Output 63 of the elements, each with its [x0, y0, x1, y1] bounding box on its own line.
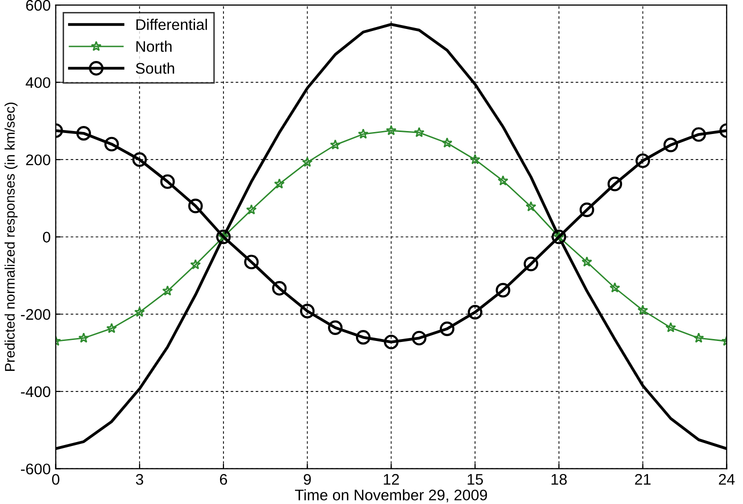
point [384, 334, 398, 350]
y-tick-label: 200 [26, 154, 50, 166]
y-tick-label: -600 [20, 464, 50, 474]
legend-label: North [136, 40, 172, 52]
x-tick-label: 0 [52, 474, 60, 485]
x-tick-label: 21 [635, 474, 651, 485]
point [358, 128, 369, 139]
point [106, 322, 117, 334]
point [524, 256, 538, 272]
point [496, 282, 510, 298]
point [330, 139, 341, 150]
point [412, 330, 426, 346]
y-tick-label: 0 [42, 232, 50, 243]
point [78, 332, 89, 343]
point [468, 304, 482, 320]
point [132, 152, 147, 167]
legend-label: Differential [136, 18, 207, 30]
y-tick-label: 600 [26, 0, 50, 11]
point [693, 332, 704, 343]
x-tick-label: 24 [718, 474, 735, 485]
point [246, 204, 257, 214]
point [244, 254, 259, 270]
point [160, 174, 175, 189]
point [190, 259, 201, 270]
point [300, 304, 315, 318]
point [637, 304, 648, 315]
x-tick-label: 9 [304, 474, 311, 485]
point [440, 322, 454, 336]
point [104, 136, 119, 152]
x-tick-label: 6 [220, 474, 228, 485]
point [134, 306, 145, 317]
x-tick-label: 15 [468, 474, 483, 485]
point [328, 320, 343, 335]
point [386, 125, 397, 136]
x-tick-label: 12 [384, 474, 399, 485]
point [610, 282, 620, 293]
point [162, 285, 173, 296]
x-tick-label: 3 [136, 474, 144, 485]
point [663, 138, 678, 152]
point [356, 330, 371, 345]
point [608, 176, 622, 192]
legend-label: South [136, 62, 174, 74]
point [272, 280, 287, 296]
point [691, 127, 706, 142]
point [76, 126, 91, 141]
point [580, 202, 594, 218]
point [274, 178, 285, 189]
x-axis-title: Time on November 29, 2009 [295, 489, 487, 502]
point [498, 175, 508, 186]
y-tick-label: 400 [26, 77, 50, 88]
point [526, 201, 536, 212]
y-axis-title: Predicted normalized responses (in km/sec) [4, 102, 18, 371]
point [442, 137, 452, 148]
point [414, 126, 424, 138]
point [635, 153, 650, 168]
point [188, 198, 203, 214]
point [302, 156, 313, 167]
point [470, 154, 480, 164]
point [582, 256, 592, 267]
y-tick-label: -200 [20, 309, 50, 320]
point [665, 322, 676, 332]
x-tick-label: 18 [552, 474, 567, 485]
y-tick-label: -400 [20, 386, 50, 398]
